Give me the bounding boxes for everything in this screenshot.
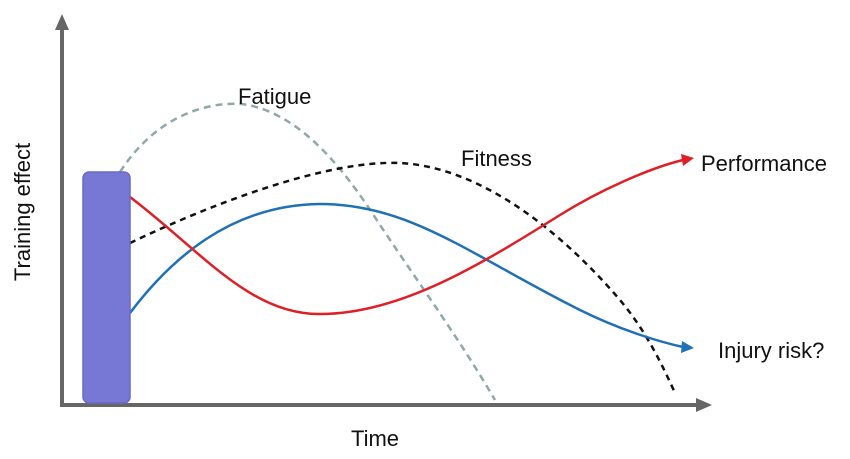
y-axis-arrowhead	[55, 14, 69, 30]
x-axis-arrowhead	[696, 398, 712, 412]
performance-label: Performance	[701, 151, 827, 176]
fatigue-label: Fatigue	[238, 84, 311, 109]
fatigue-curve	[118, 102, 497, 401]
performance-curve	[129, 158, 684, 316]
x-axis-label: Time	[351, 426, 399, 451]
training-stimulus-block	[82, 171, 131, 404]
fitness-label: Fitness	[461, 146, 532, 171]
performance-curve-arrowhead	[681, 154, 694, 166]
injury-curve-arrowhead	[681, 341, 694, 353]
injury-risk-label: Injury risk?	[718, 338, 824, 363]
fitness-curve	[129, 161, 677, 394]
y-axis-label: Training effect	[10, 143, 35, 281]
injury-curve	[129, 202, 684, 349]
